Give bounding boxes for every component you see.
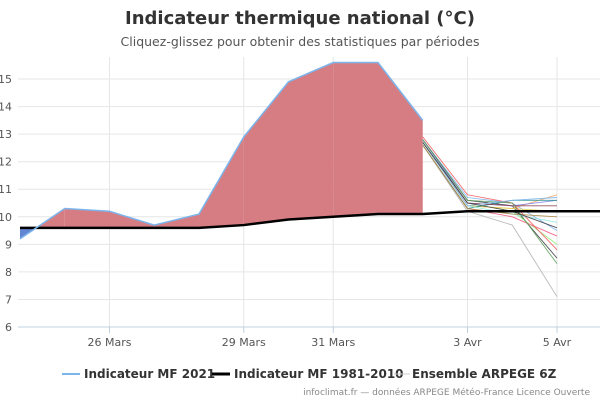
y-tick-label: 11 bbox=[0, 183, 12, 196]
anomaly-segment bbox=[243, 81, 289, 226]
y-tick-label: 8 bbox=[5, 266, 12, 279]
axes: 6 7 8 9 10 11 12 13 14 15 26 Mars 29 Mars 31 Mars 3 A… bbox=[0, 73, 600, 349]
y-tick-label: 9 bbox=[5, 238, 12, 251]
ensemble-member-line bbox=[422, 144, 558, 237]
ensemble-member-line bbox=[422, 142, 558, 207]
y-tick-label: 14 bbox=[0, 101, 12, 114]
chart-title: Indicateur thermique national (°C) bbox=[125, 8, 475, 29]
anomaly-segment bbox=[199, 136, 244, 228]
y-tick-label: 12 bbox=[0, 156, 12, 169]
anomaly-segment bbox=[333, 62, 378, 217]
ensemble-member-line bbox=[422, 139, 558, 207]
x-tick-label: 31 Mars bbox=[311, 336, 355, 349]
legend[interactable]: Indicateur MF 2021 Indicateur MF 1981-20… bbox=[62, 367, 557, 381]
x-tick-label: 29 Mars bbox=[222, 336, 266, 349]
credits-text[interactable]: infoclimat.fr — données ARPEGE Météo-Fra… bbox=[303, 387, 590, 398]
ensemble-member-line bbox=[422, 139, 558, 231]
ensemble-lines bbox=[422, 136, 558, 297]
x-tick-label: 26 Mars bbox=[88, 336, 132, 349]
y-tick-label: 7 bbox=[5, 293, 12, 306]
ensemble-member-line bbox=[422, 139, 558, 264]
x-tick-label: 5 Avr bbox=[543, 336, 572, 349]
y-tick-label: 10 bbox=[0, 211, 12, 224]
ensemble-member-line bbox=[422, 144, 558, 297]
anomaly-segment bbox=[64, 208, 110, 228]
legend-item-mf2021[interactable]: Indicateur MF 2021 bbox=[84, 367, 215, 381]
anomaly-fill bbox=[20, 62, 423, 239]
x-tick-label: 3 Avr bbox=[453, 336, 482, 349]
anomaly-segment bbox=[288, 62, 334, 220]
y-tick-label: 13 bbox=[0, 128, 12, 141]
ensemble-member-line bbox=[422, 142, 558, 229]
legend-item-mf1981[interactable]: Indicateur MF 1981-2010 bbox=[234, 367, 404, 381]
y-tick-label: 15 bbox=[0, 73, 12, 86]
series-line-mf1981 bbox=[20, 210, 600, 230]
series-lines bbox=[19, 61, 600, 240]
anomaly-segment bbox=[378, 62, 423, 215]
series-line-mf2021 bbox=[19, 61, 424, 240]
ensemble-member-line bbox=[422, 136, 558, 251]
legend-item-ensemble[interactable]: Ensemble ARPEGE 6Z bbox=[412, 367, 557, 381]
chart-subtitle: Cliquez-glissez pour obtenir des statist… bbox=[121, 34, 480, 49]
y-tick-label: 6 bbox=[5, 321, 12, 334]
